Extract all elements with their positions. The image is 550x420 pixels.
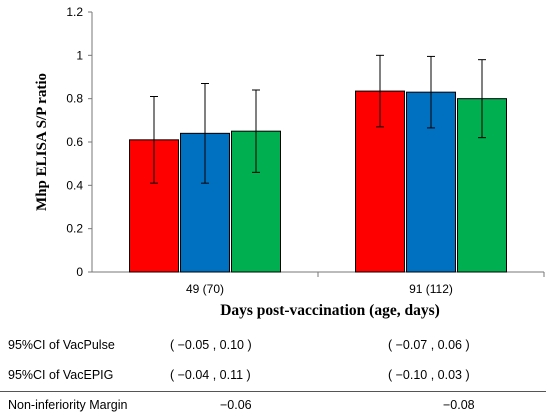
x-tick-label: 91 (112) <box>409 282 453 296</box>
table-divider <box>0 391 546 392</box>
ci-value: ( −0.07 , 0.06 ) <box>388 338 470 352</box>
y-tick-label: 1 <box>76 48 83 62</box>
x-axis-title: Days post-vaccination (age, days) <box>220 302 440 319</box>
y-axis-title: Mhp ELISA S/P ratio <box>34 73 50 211</box>
y-tick-label: 0.8 <box>66 92 83 106</box>
bars-layer <box>129 54 507 273</box>
x-axis: 49 (70) 91 (112) <box>92 271 545 296</box>
margin-row: Non-inferiority Margin −0.06 −0.08 <box>0 398 550 420</box>
ci-value: ( −0.04 , 0.11 ) <box>170 368 251 382</box>
ci-value: ( −0.10 , 0.03 ) <box>388 368 470 382</box>
y-tick-label: 0.6 <box>66 135 83 149</box>
ci-row-vacpulse: 95%CI of VacPulse ( −0.05 , 0.10 ) ( −0.… <box>0 338 550 360</box>
ci-row-label: 95%CI of VacPulse <box>8 338 115 352</box>
margin-label: Non-inferiority Margin <box>8 398 128 412</box>
y-tick-label: 0.2 <box>66 222 83 236</box>
y-tick-label: 0 <box>76 265 83 279</box>
bar-chart: 0 0.2 0.4 0.6 0.8 1 1.2 49 (70) 91 (112) Mhp EL… <box>34 5 545 296</box>
y-tick-label: 1.2 <box>66 5 83 19</box>
margin-value: −0.08 <box>443 398 475 412</box>
ci-row-label: 95%CI of VacEPIG <box>8 368 114 382</box>
ci-row-vacepig: 95%CI of VacEPIG ( −0.04 , 0.11 ) ( −0.1… <box>0 368 550 390</box>
y-tick-label: 0.4 <box>66 178 83 192</box>
x-tick-label: 49 (70) <box>186 282 224 296</box>
margin-value: −0.06 <box>220 398 252 412</box>
y-axis: 0 0.2 0.4 0.6 0.8 1 1.2 <box>66 5 93 279</box>
ci-value: ( −0.05 , 0.10 ) <box>170 338 252 352</box>
bar <box>355 90 405 273</box>
